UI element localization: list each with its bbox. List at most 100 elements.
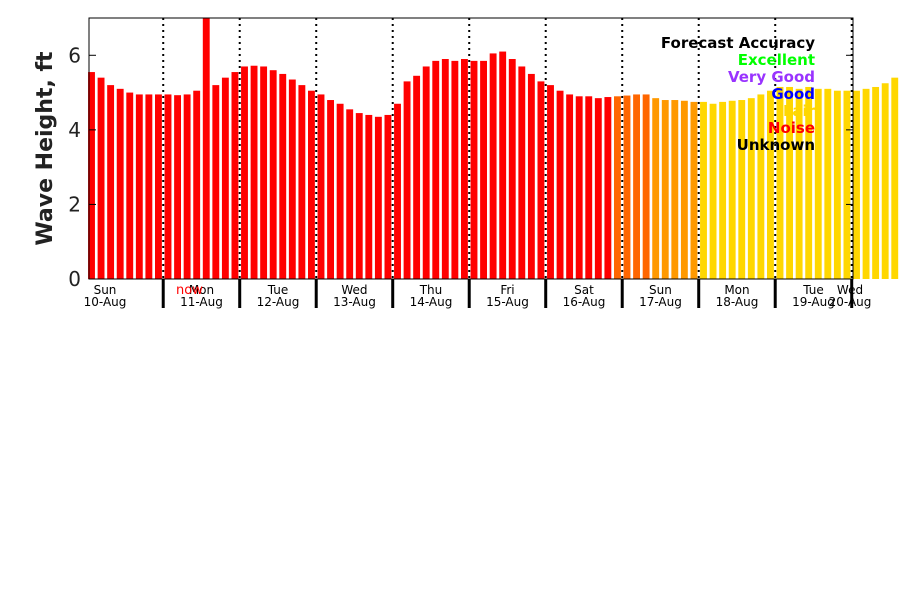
legend-item: Excellent	[738, 51, 815, 69]
day-date-label: 20-Aug	[829, 295, 872, 309]
bar	[508, 59, 516, 280]
day-name-label: Wed	[341, 283, 367, 297]
bar	[518, 66, 526, 279]
bar	[145, 94, 153, 279]
bar	[317, 94, 325, 279]
day-date-label: 17-Aug	[639, 295, 682, 309]
bar	[547, 85, 554, 279]
bar	[585, 96, 593, 279]
bar	[537, 81, 545, 279]
bar	[231, 72, 239, 279]
bar	[556, 90, 564, 280]
bar	[260, 66, 268, 279]
bar	[594, 98, 602, 279]
bar	[633, 94, 640, 279]
day-date-label: 19-Aug	[792, 295, 835, 309]
bar	[891, 77, 899, 279]
bar	[843, 90, 851, 280]
bar	[623, 95, 631, 279]
bar	[346, 109, 354, 279]
bar	[441, 59, 449, 280]
bar	[269, 70, 277, 279]
bar	[862, 88, 870, 279]
day-name-label: Sun	[649, 283, 672, 297]
day-name-label: Sat	[574, 283, 594, 297]
bar	[308, 90, 315, 280]
bar	[403, 81, 411, 279]
bar	[336, 103, 344, 279]
bar	[365, 114, 373, 279]
plot-frame	[88, 17, 854, 280]
bars-group	[88, 18, 899, 280]
bar	[422, 66, 430, 279]
bar	[872, 86, 880, 279]
day-date-label: 12-Aug	[257, 295, 300, 309]
bar	[374, 116, 382, 279]
bar	[451, 60, 459, 279]
day-date-label: 15-Aug	[486, 295, 529, 309]
bar	[489, 53, 497, 279]
bar	[738, 100, 746, 279]
bar	[881, 83, 889, 279]
bar	[728, 100, 736, 280]
y-tick-label: 6	[68, 43, 81, 67]
bar	[97, 77, 105, 279]
bar	[164, 94, 172, 279]
bar	[757, 94, 765, 279]
bar	[212, 85, 220, 279]
bar	[135, 94, 143, 279]
bar	[107, 85, 115, 279]
bar	[221, 77, 229, 279]
bar	[480, 60, 487, 279]
y-axis-label: Wave Height, ft	[33, 51, 58, 246]
bar	[680, 100, 688, 280]
legend-title: Forecast Accuracy	[661, 34, 815, 52]
bar	[155, 94, 162, 279]
bar	[776, 86, 784, 279]
y-tick-label: 2	[68, 192, 81, 216]
bar	[174, 95, 181, 280]
bar	[833, 90, 841, 280]
legend-item: Very Good	[728, 68, 815, 86]
day-name-label: Fri	[500, 283, 514, 297]
bar	[661, 100, 669, 279]
bar	[461, 59, 468, 280]
bar	[719, 101, 727, 279]
day-name-label: Thu	[419, 283, 443, 297]
day-date-label: 14-Aug	[410, 295, 453, 309]
bar	[709, 103, 717, 279]
y-tick-label: 0	[68, 267, 81, 291]
bar	[355, 113, 363, 279]
bar	[814, 88, 822, 279]
day-name-label: Tue	[267, 283, 289, 297]
bar	[413, 75, 421, 279]
bar	[183, 94, 191, 279]
y-tick-label: 4	[68, 118, 81, 142]
legend-item: Fair	[783, 102, 816, 120]
legend-item: Unknown	[737, 136, 815, 154]
bar	[795, 88, 803, 279]
bar	[470, 60, 478, 279]
day-name-label: Tue	[802, 283, 824, 297]
now-label: now	[176, 283, 203, 298]
bar	[671, 100, 679, 279]
bar	[747, 98, 755, 279]
bar	[652, 98, 660, 279]
legend-item: Noise	[768, 119, 815, 137]
day-date-label: 13-Aug	[333, 295, 376, 309]
day-date-label: 10-Aug	[84, 295, 127, 309]
day-separators	[162, 18, 853, 279]
bar	[279, 73, 287, 280]
bar	[824, 88, 832, 279]
bar	[288, 79, 296, 280]
bar	[566, 94, 574, 279]
bar	[250, 65, 258, 279]
bar	[527, 73, 535, 280]
day-date-label: 16-Aug	[563, 295, 606, 309]
bar	[116, 88, 124, 279]
day-name-label: Mon	[724, 283, 749, 297]
bar	[384, 114, 392, 279]
bar	[193, 90, 201, 280]
